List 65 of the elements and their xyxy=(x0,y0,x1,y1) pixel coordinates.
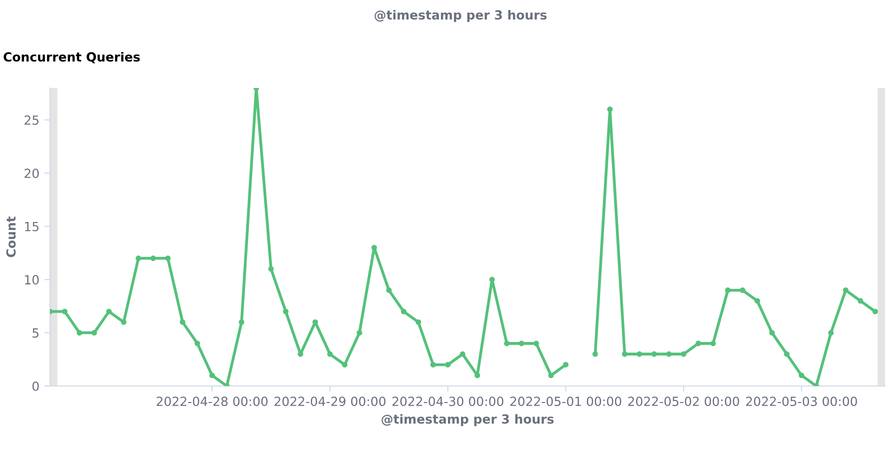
point xyxy=(592,351,598,357)
point xyxy=(194,340,200,346)
point xyxy=(371,244,377,250)
y-tick-label: 15 xyxy=(25,222,38,232)
point xyxy=(106,308,112,314)
point xyxy=(828,330,834,336)
point xyxy=(518,340,524,346)
point xyxy=(636,351,642,357)
point xyxy=(62,308,68,314)
point xyxy=(76,330,82,336)
point xyxy=(504,340,510,346)
x-tick-label: 2022-04-30 00:00 xyxy=(392,396,504,406)
chart-title: Concurrent Queries xyxy=(4,52,140,64)
y-tick-label: 10 xyxy=(25,275,39,284)
point xyxy=(460,351,466,357)
point xyxy=(489,276,495,282)
point xyxy=(120,319,126,325)
point xyxy=(769,330,775,336)
point xyxy=(740,287,746,293)
point xyxy=(91,330,97,336)
point xyxy=(386,287,392,293)
point xyxy=(150,256,156,262)
point xyxy=(416,319,422,325)
point xyxy=(533,340,540,346)
point xyxy=(548,372,554,378)
y-tick-label: 25 xyxy=(24,115,38,125)
point xyxy=(872,308,878,314)
point xyxy=(136,256,142,262)
point xyxy=(282,308,289,314)
point xyxy=(356,330,362,336)
point xyxy=(666,351,672,357)
x-tick-label: 2022-05-02 00:00 xyxy=(628,396,740,406)
point xyxy=(327,351,333,357)
x-axis-title: @timestamp per 3 hours xyxy=(382,414,554,426)
point xyxy=(430,362,436,368)
point xyxy=(680,351,686,357)
x-tick-label: 2022-04-29 00:00 xyxy=(274,396,386,406)
y-tick-label: 5 xyxy=(32,328,38,338)
point xyxy=(754,298,760,304)
point xyxy=(784,351,790,357)
point xyxy=(238,319,244,325)
point xyxy=(798,372,804,378)
point xyxy=(474,372,480,378)
point xyxy=(209,372,215,378)
x-tick-label: 2022-05-01 00:00 xyxy=(510,396,622,406)
point xyxy=(696,340,702,346)
point xyxy=(858,298,864,304)
point xyxy=(342,362,348,368)
point xyxy=(400,308,406,314)
point xyxy=(562,362,569,368)
y-tick-label: 0 xyxy=(32,381,39,391)
point xyxy=(622,351,628,357)
point xyxy=(180,319,186,325)
y-axis-title: Count xyxy=(6,216,16,258)
point xyxy=(268,266,274,272)
point xyxy=(651,351,657,357)
point xyxy=(842,287,848,293)
text: @timestamp per 3 hours xyxy=(374,10,547,22)
y-tick-label: 20 xyxy=(24,168,39,178)
point xyxy=(725,287,731,293)
x-tick-label: 2022-05-03 00:00 xyxy=(746,396,857,406)
point xyxy=(445,362,451,368)
point xyxy=(710,340,716,346)
point xyxy=(165,256,171,262)
x-tick-label: 2022-04-28 00:00 xyxy=(156,396,268,406)
